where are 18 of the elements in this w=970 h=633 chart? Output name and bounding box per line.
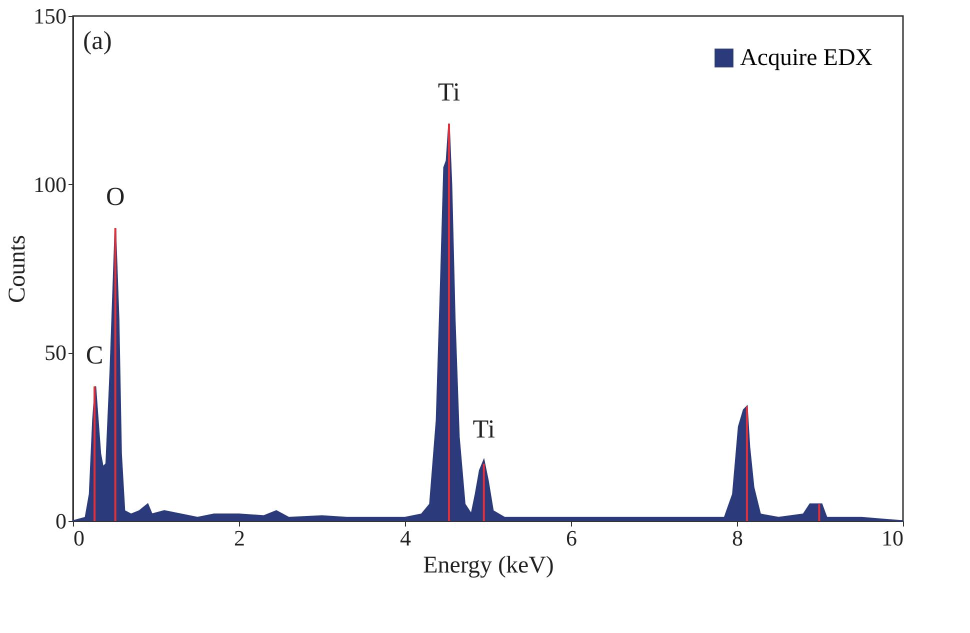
annotation: Ti (438, 78, 460, 107)
x-tick-label: 6 (566, 526, 577, 550)
x-axis-title: Energy (keV) (423, 552, 554, 578)
y-tick-label: 50 (44, 340, 66, 366)
annotation: O (106, 182, 125, 212)
annotation: C (86, 340, 104, 370)
y-tick-label: 100 (34, 172, 66, 197)
y-tick-label: 150 (34, 4, 66, 28)
x-tick-label: 8 (732, 526, 743, 550)
annotation: (a) (83, 26, 112, 55)
x-tick-label: 4 (400, 526, 411, 550)
x-tick-label: 10 (882, 526, 904, 550)
x-tick-label: 0 (74, 526, 84, 550)
legend-label: Acquire EDX (740, 45, 873, 71)
annotation: Ti (472, 414, 495, 444)
y-tick-label: 0 (56, 508, 66, 534)
x-tick-label: 2 (234, 526, 245, 550)
y-axis-title: Counts (4, 234, 30, 304)
